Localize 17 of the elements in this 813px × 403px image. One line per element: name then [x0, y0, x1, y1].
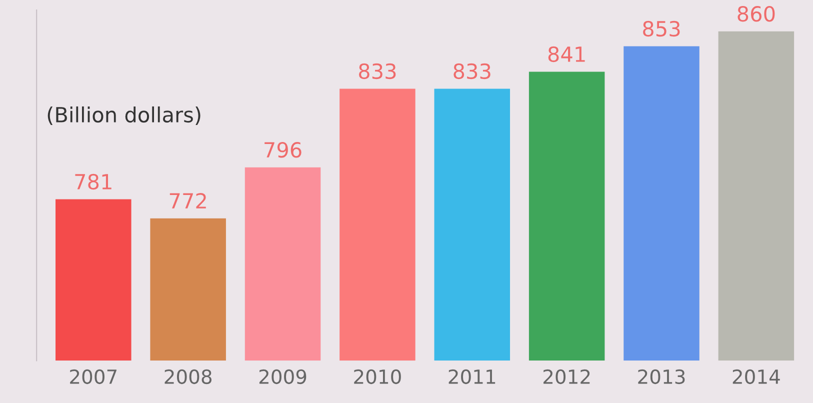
x-tick-label: 2014 — [732, 369, 780, 384]
x-tick-label: 2011 — [448, 369, 496, 384]
data-label: 860 — [738, 6, 775, 22]
data-label: 853 — [643, 20, 680, 37]
data-label: 833 — [454, 63, 490, 80]
data-label: 796 — [264, 142, 302, 158]
x-tick-label: 2010 — [354, 369, 401, 384]
data-label: 772 — [170, 192, 206, 208]
x-tick-label: 2013 — [638, 369, 685, 384]
x-tick-label: 2009 — [259, 369, 306, 384]
x-tick-label: 2012 — [544, 369, 590, 384]
data-label: 841 — [548, 46, 585, 62]
y-axis-title: (Billion dollars) — [48, 106, 200, 126]
data-label: 833 — [358, 63, 396, 80]
data-label: 781 — [75, 174, 112, 190]
x-tick-label: 2008 — [164, 369, 212, 384]
x-tick-label: 2007 — [70, 369, 116, 384]
